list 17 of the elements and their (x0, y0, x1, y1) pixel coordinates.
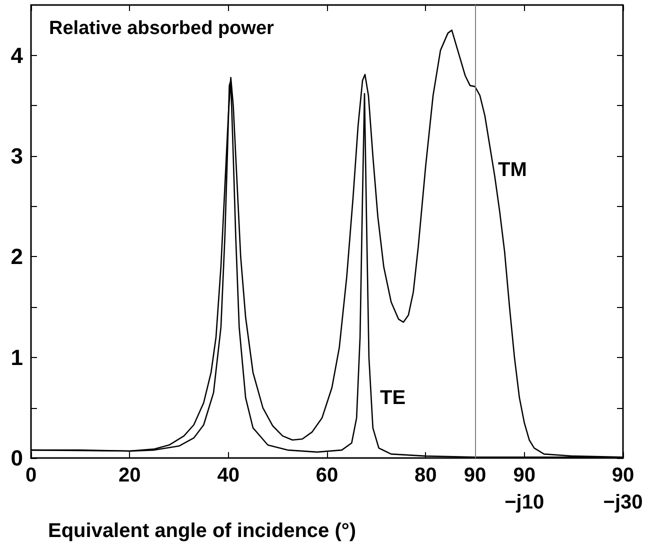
y-tick-label: 1 (10, 344, 23, 370)
x-tick-label: 90 −j10 (504, 464, 544, 514)
y-tick-label: 3 (10, 144, 23, 169)
x-tick-label: 20 (118, 464, 141, 487)
x-tick-label: 40 (217, 464, 240, 487)
x-axis-title: Equivalent angle of incidence (°) (48, 520, 356, 542)
x-tick-label: 90 −j30 (603, 464, 643, 514)
x-tick-label: 90 (464, 464, 486, 487)
y-tick-label: 4 (10, 42, 24, 68)
y-tick-label: 2 (10, 244, 23, 270)
x-tick-label: 0 (25, 464, 37, 487)
y-tick-label: 0 (10, 446, 23, 471)
x-tick-label: 60 (316, 464, 338, 487)
annotation: TE (380, 387, 406, 409)
annotation: TM (498, 159, 527, 181)
x-tick-label: 80 (414, 464, 437, 487)
text: Relative absorbed power (49, 18, 275, 39)
